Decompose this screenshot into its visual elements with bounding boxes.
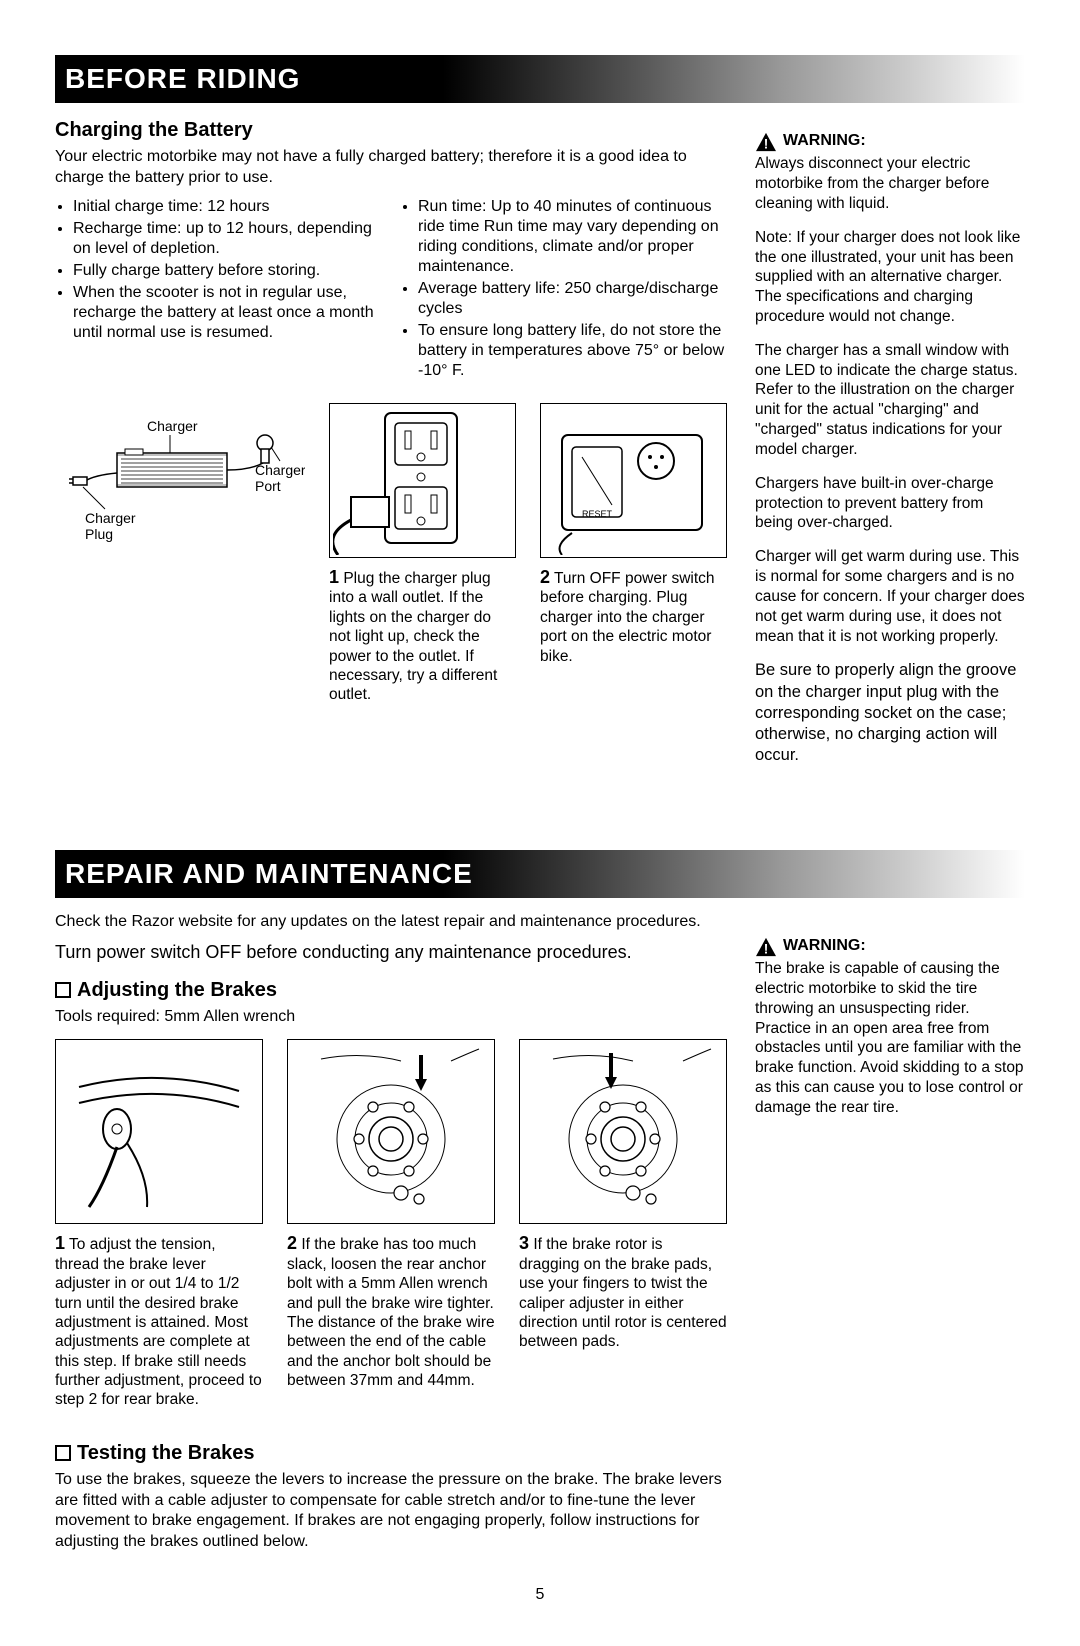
warning1-p3: The charger has a small window with one …: [755, 341, 1025, 460]
charging-step-2: RESET 2 Turn OFF power switch before cha…: [540, 403, 727, 674]
repair-columns: Check the Razor website for any updates …: [55, 912, 1025, 1561]
warning-label: WARNING:: [783, 936, 866, 957]
label-charger: Charger: [147, 418, 198, 434]
adjust-heading: Adjusting the Brakes: [55, 977, 727, 1003]
charging-step-1: 1 Plug the charger plug into a wall outl…: [329, 403, 516, 713]
svg-text:!: !: [764, 137, 769, 152]
svg-text:RESET: RESET: [582, 509, 613, 519]
brake-step-2: 2 If the brake has too much slack, loose…: [287, 1039, 495, 1418]
charging-bullets-right: Run time: Up to 40 minutes of continuous…: [400, 197, 727, 383]
port-diagram: RESET: [540, 403, 727, 558]
charging-step1-caption: 1 Plug the charger plug into a wall outl…: [329, 566, 516, 705]
bullet: Initial charge time: 12 hours: [73, 197, 382, 217]
charger-label-diagram: Charger ChargerPort ChargerPlug: [55, 403, 305, 580]
charging-intro: Your electric motorbike may not have a f…: [55, 147, 727, 189]
charging-bullets: Initial charge time: 12 hours Recharge t…: [55, 197, 727, 383]
warning2-text: The brake is capable of causing the elec…: [755, 959, 1025, 1118]
bullet: When the scooter is not in regular use, …: [73, 283, 382, 343]
brake-step2-caption: 2 If the brake has too much slack, loose…: [287, 1232, 495, 1390]
tools-required: Tools required: 5mm Allen wrench: [55, 1007, 727, 1028]
test-text: To use the brakes, squeeze the levers to…: [55, 1470, 727, 1553]
repair-main: Check the Razor website for any updates …: [55, 912, 727, 1561]
banner-repair: REPAIR AND MAINTENANCE: [55, 850, 1025, 898]
charging-heading: Charging the Battery: [55, 117, 727, 143]
bullet: Fully charge battery before storing.: [73, 261, 382, 281]
brake-diagram-2: [287, 1039, 495, 1224]
warning-icon: !: [755, 937, 777, 957]
warning1-p5: Charger will get warm during use. This i…: [755, 547, 1025, 646]
warning-sidebar-1: ! WARNING: Always disconnect your electr…: [755, 117, 1025, 780]
warning-sidebar-2: ! WARNING: The brake is capable of causi…: [755, 912, 1025, 1561]
charging-step2-caption: 2 Turn OFF power switch before charging.…: [540, 566, 727, 666]
checkbox-icon: [55, 982, 71, 998]
charger-diagrams: Charger ChargerPort ChargerPlug: [55, 403, 727, 713]
bullet: Average battery life: 250 charge/dischar…: [418, 279, 727, 319]
banner-before-riding: BEFORE RIDING: [55, 55, 1025, 103]
charging-bullets-left: Initial charge time: 12 hours Recharge t…: [55, 197, 382, 383]
warning1-p4: Chargers have built-in over-charge prote…: [755, 474, 1025, 533]
brake-diagram-3: [519, 1039, 727, 1224]
warning1-p6: Be sure to properly align the groove on …: [755, 660, 1025, 766]
warning1-note: Note: If your charger does not look like…: [755, 228, 1025, 327]
test-heading: Testing the Brakes: [55, 1440, 727, 1466]
brake-step1-caption: 1 To adjust the tension, thread the brak…: [55, 1232, 263, 1410]
brake-step3-caption: 3 If the brake rotor is dragging on the …: [519, 1232, 727, 1351]
bullet: Recharge time: up to 12 hours, depending…: [73, 219, 382, 259]
charger-svg: Charger ChargerPort ChargerPlug: [55, 403, 305, 573]
outlet-diagram: [329, 403, 516, 558]
repair-intro1: Check the Razor website for any updates …: [55, 912, 727, 933]
svg-text:ChargerPlug: ChargerPlug: [85, 510, 136, 542]
page-number: 5: [55, 1585, 1025, 1606]
brake-diagram-1: [55, 1039, 263, 1224]
checkbox-icon: [55, 1445, 71, 1461]
warning-label: WARNING:: [783, 131, 866, 152]
bullet: To ensure long battery life, do not stor…: [418, 321, 727, 381]
svg-text:ChargerPort: ChargerPort: [255, 462, 305, 494]
brake-steps: 1 To adjust the tension, thread the brak…: [55, 1039, 727, 1418]
svg-text:!: !: [764, 942, 769, 957]
warning-icon: !: [755, 132, 777, 152]
bullet: Run time: Up to 40 minutes of continuous…: [418, 197, 727, 277]
before-riding-columns: Charging the Battery Your electric motor…: [55, 117, 1025, 780]
charging-main: Charging the Battery Your electric motor…: [55, 117, 727, 780]
repair-intro2: Turn power switch OFF before conducting …: [55, 941, 727, 964]
brake-step-3: 3 If the brake rotor is dragging on the …: [519, 1039, 727, 1418]
warning1-p1: Always disconnect your electric motorbik…: [755, 154, 1025, 213]
brake-step-1: 1 To adjust the tension, thread the brak…: [55, 1039, 263, 1418]
